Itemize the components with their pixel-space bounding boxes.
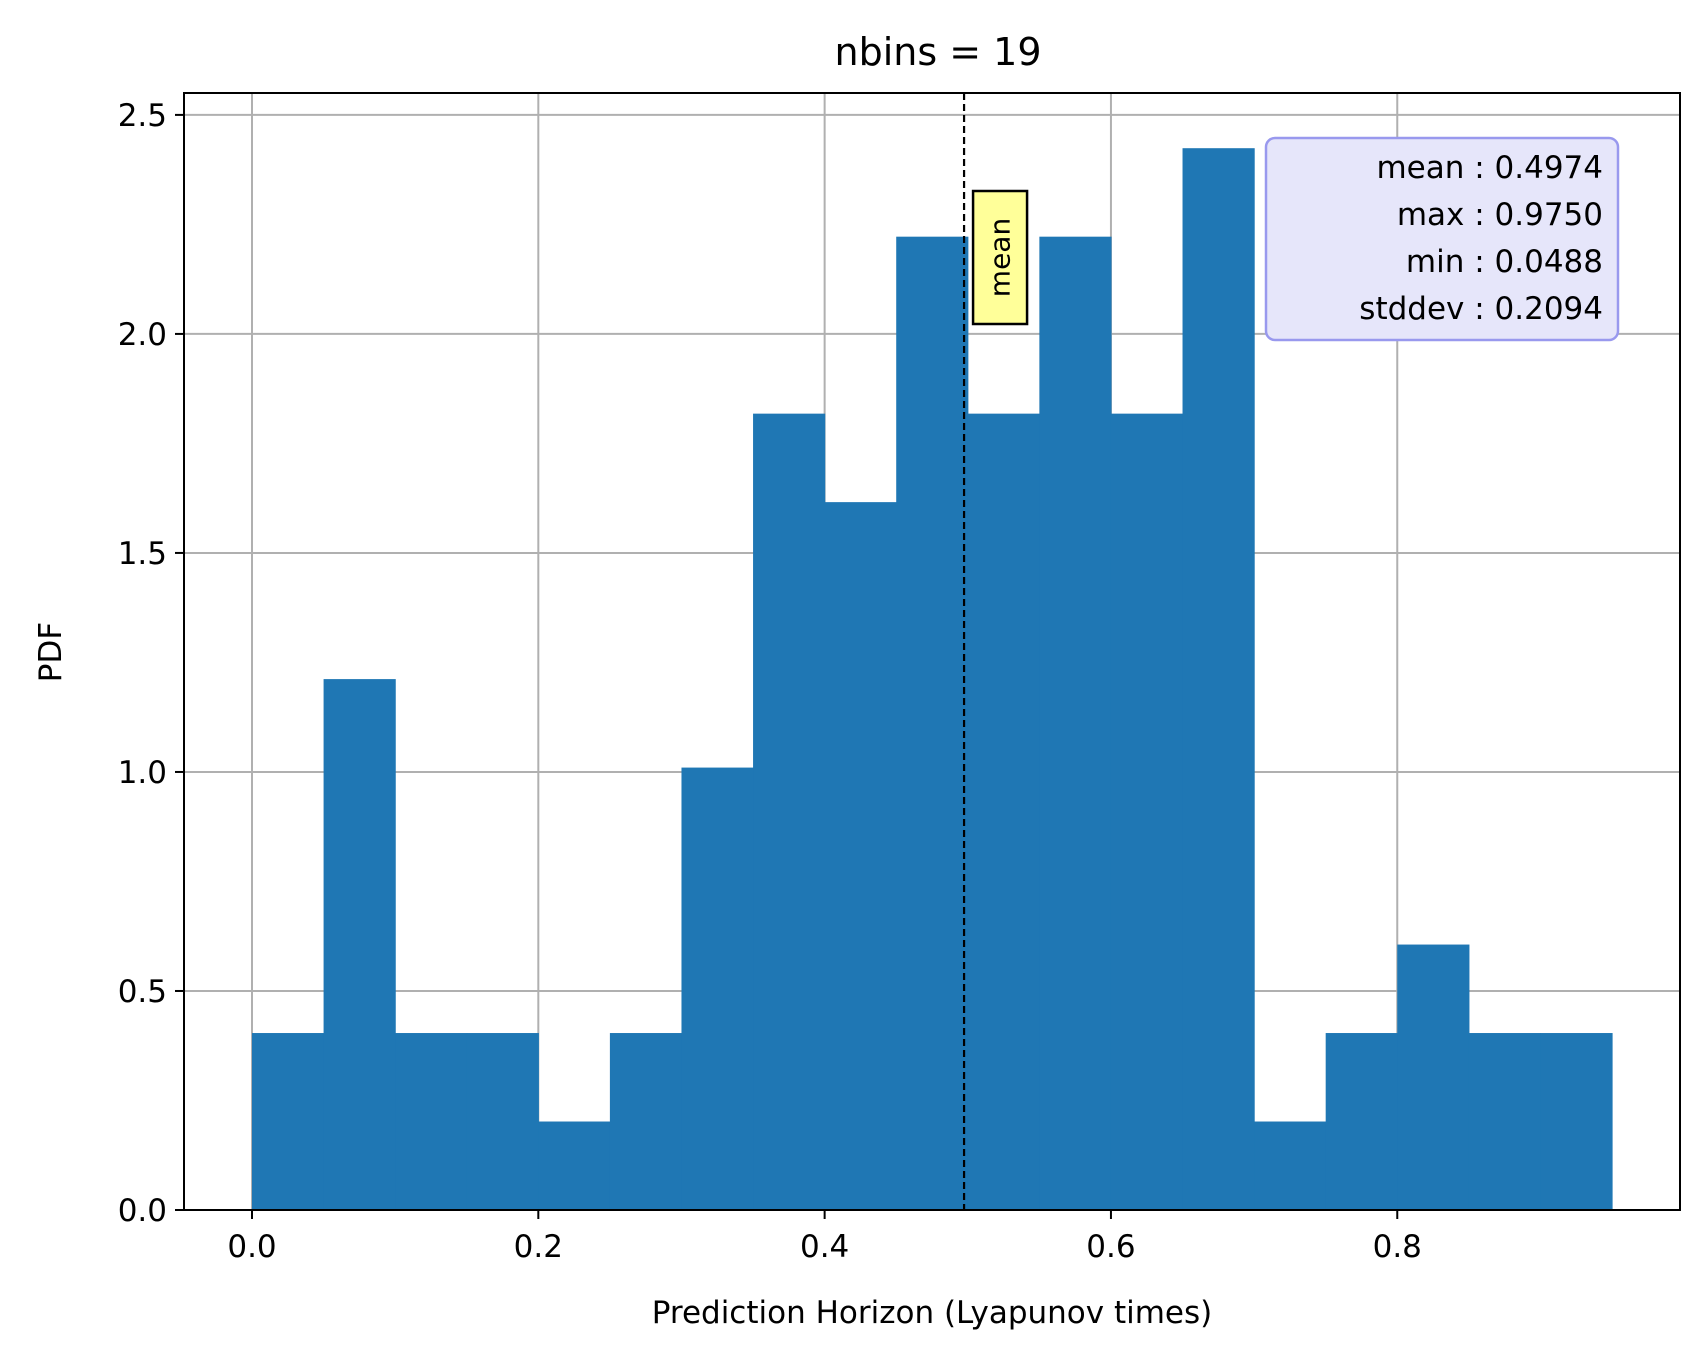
y-tick-label: 2.5 bbox=[118, 98, 167, 134]
histogram-bar bbox=[609, 1033, 683, 1210]
stats-max-text: max : 0.9750 bbox=[1397, 197, 1603, 233]
histogram-bar bbox=[1039, 236, 1112, 1210]
histogram-bar bbox=[395, 1033, 468, 1210]
histogram-bar bbox=[896, 236, 969, 1210]
histogram-bar bbox=[466, 1033, 539, 1210]
histogram-bar bbox=[1182, 148, 1255, 1210]
histogram-bar bbox=[681, 767, 754, 1210]
histogram-bar bbox=[1397, 944, 1470, 1210]
x-axis-label: Prediction Horizon (Lyapunov times) bbox=[652, 1295, 1213, 1331]
plot-frame bbox=[183, 92, 1681, 1211]
mean-marker: mean bbox=[962, 93, 1029, 1210]
axis-ticks: 0.0 0.2 0.4 0.6 0.8 0.0 0.5 1.0 1.5 2.0 2.5 bbox=[118, 98, 1422, 1265]
mean-label-box bbox=[971, 189, 1029, 326]
stats-box: mean : 0.4974 max : 0.9750 min : 0.0488 … bbox=[1264, 136, 1620, 342]
x-tick-label: 0.2 bbox=[514, 1229, 563, 1265]
stats-min-text: min : 0.0488 bbox=[1406, 244, 1603, 280]
stats-mean-text: mean : 0.4974 bbox=[1376, 150, 1603, 186]
histogram-bar bbox=[252, 1033, 325, 1210]
y-tick-label: 2.0 bbox=[118, 317, 167, 353]
histogram-bar bbox=[753, 413, 826, 1210]
histogram-bar bbox=[323, 679, 396, 1210]
x-tick-label: 0.4 bbox=[800, 1229, 849, 1265]
chart-title: nbins = 19 bbox=[835, 30, 1042, 74]
mean-label-text: mean bbox=[984, 218, 1017, 297]
histogram-bar bbox=[1468, 1033, 1542, 1210]
stats-box-background bbox=[1264, 136, 1620, 342]
x-tick-label: 0.8 bbox=[1373, 1229, 1422, 1265]
y-tick-label: 1.0 bbox=[118, 755, 167, 791]
histogram-bar bbox=[1540, 1033, 1613, 1210]
histogram-bar bbox=[824, 502, 897, 1210]
stats-stddev-text: stddev : 0.2094 bbox=[1359, 291, 1603, 327]
histogram-bar bbox=[538, 1121, 611, 1210]
histogram-bar bbox=[967, 413, 1040, 1210]
y-axis-label: PDF bbox=[33, 622, 69, 682]
y-tick-label: 0.5 bbox=[118, 974, 167, 1010]
histogram-bar bbox=[1110, 413, 1184, 1210]
y-tick-label: 1.5 bbox=[118, 536, 167, 572]
y-tick-label: 0.0 bbox=[118, 1193, 167, 1229]
x-tick-label: 0.6 bbox=[1086, 1229, 1135, 1265]
histogram-bars bbox=[252, 148, 1613, 1210]
histogram-bar bbox=[1325, 1033, 1398, 1210]
x-tick-label: 0.0 bbox=[227, 1229, 276, 1265]
histogram-bar bbox=[1254, 1121, 1327, 1210]
